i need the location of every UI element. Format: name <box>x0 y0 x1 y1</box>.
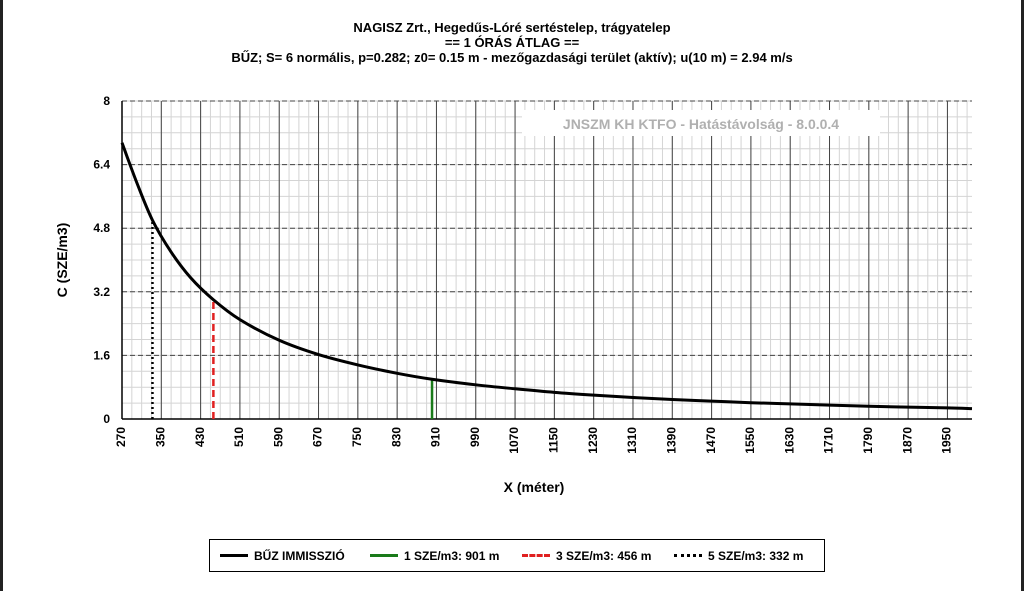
legend-item: 5 SZE/m3: 332 m <box>674 549 803 563</box>
y-tick-label: 3.2 <box>93 285 110 299</box>
minor-grid <box>121 100 972 420</box>
x-tick-label: 1950 <box>940 427 954 454</box>
legend-item: BŰZ IMMISSZIÓ <box>220 549 345 563</box>
chart-titles: NAGISZ Zrt., Hegedűs-Lóré sertéstelep, t… <box>0 20 1024 65</box>
x-tick-label: 1470 <box>704 427 718 454</box>
watermark: JNSZM KH KTFO - Hatástávolság - 8.0.0.4 <box>522 110 880 136</box>
legend-label: 1 SZE/m3: 901 m <box>404 548 500 563</box>
chart-title: NAGISZ Zrt., Hegedűs-Lóré sertéstelep, t… <box>353 20 671 35</box>
x-tick-label: 1630 <box>782 427 796 454</box>
watermark-background <box>522 110 880 136</box>
x-axis-label: X (méter) <box>504 479 565 495</box>
x-tick-label: 1870 <box>900 427 914 454</box>
x-tick-label: 830 <box>389 427 403 447</box>
chart-parameters: BŰZ; S= 6 normális, p=0.282; z0= 0.15 m … <box>231 50 793 65</box>
legend-swatch <box>220 554 248 557</box>
x-tick-label: 430 <box>193 427 207 447</box>
x-tick-label: 1310 <box>625 427 639 454</box>
x-tick-label: 670 <box>311 427 325 447</box>
x-tick-label: 910 <box>429 427 443 447</box>
y-tick-label: 4.8 <box>93 221 110 235</box>
x-tick-label: 270 <box>114 427 128 447</box>
x-tick-labels: 270 350 430 510 590 670 750 830 910 990 1070 1150 12… <box>114 427 953 454</box>
series-line-buz-immisszio <box>120 142 973 411</box>
legend-swatch <box>674 554 702 557</box>
legend-item: 3 SZE/m3: 456 m <box>522 549 651 563</box>
x-tick-label: 1390 <box>664 427 678 454</box>
x-tick-label: 750 <box>350 427 364 447</box>
chart-subtitle: == 1 ÓRÁS ÁTLAG == <box>444 35 580 50</box>
x-tick-label: 1230 <box>586 427 600 454</box>
y-tick-label: 6.4 <box>93 158 110 172</box>
x-tick-label: 1550 <box>743 427 757 454</box>
legend-label: BŰZ IMMISSZIÓ <box>254 548 345 563</box>
y-tick-label: 0 <box>103 412 110 426</box>
legend-item: 1 SZE/m3: 901 m <box>370 549 499 563</box>
axis-labels: X (méter) C (SZE/m3) <box>54 223 564 495</box>
series-lines <box>120 142 973 411</box>
x-tick-label: 990 <box>468 427 482 447</box>
legend: BŰZ IMMISSZIÓ 1 SZE/m3: 901 m 3 SZE/m3: 45… <box>209 539 825 572</box>
legend-swatch <box>370 554 398 557</box>
x-tick-label: 590 <box>271 427 285 447</box>
legend-label: 3 SZE/m3: 456 m <box>556 548 652 563</box>
axes <box>121 101 972 420</box>
x-tick-label: 510 <box>232 427 246 447</box>
watermark-text: JNSZM KH KTFO - Hatástávolság - 8.0.0.4 <box>563 116 839 132</box>
x-tick-label: 1150 <box>547 427 561 453</box>
x-tick-label: 1790 <box>861 427 875 454</box>
y-tick-label: 8 <box>103 94 110 108</box>
legend-swatch <box>522 554 550 557</box>
x-tick-label: 1070 <box>507 427 521 454</box>
y-tick-labels: 0 1.6 3.2 4.8 6.4 8 <box>93 94 110 426</box>
threshold-markers <box>151 220 434 419</box>
x-tick-label: 1710 <box>822 427 836 454</box>
x-tick-label: 350 <box>153 427 167 447</box>
y-tick-label: 1.6 <box>93 348 110 362</box>
major-grid <box>121 100 972 420</box>
y-axis-label: C (SZE/m3) <box>54 223 70 298</box>
legend-label: 5 SZE/m3: 332 m <box>708 548 804 563</box>
